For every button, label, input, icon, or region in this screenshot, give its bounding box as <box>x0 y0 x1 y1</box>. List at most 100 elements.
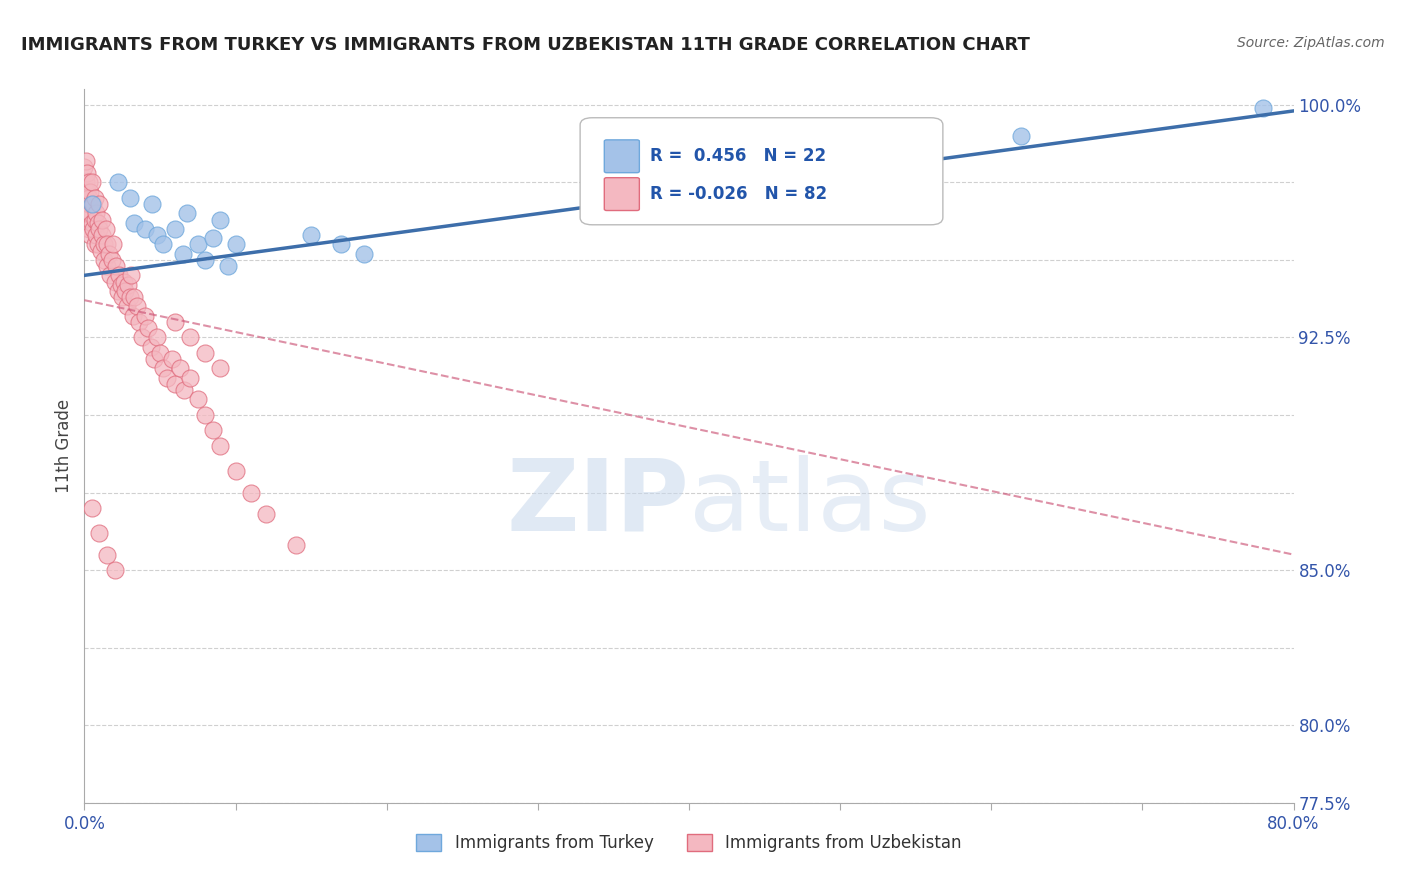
FancyBboxPatch shape <box>605 140 640 173</box>
Point <box>80 197 103 211</box>
Point <box>84 191 107 205</box>
Point <box>120 268 142 283</box>
Point <box>77 222 100 236</box>
Y-axis label: 11th Grade: 11th Grade <box>55 399 73 493</box>
Point <box>165 376 187 391</box>
Point <box>239 485 262 500</box>
Point <box>114 284 136 298</box>
Point <box>121 309 143 323</box>
Point <box>131 330 153 344</box>
Point <box>201 231 224 245</box>
Point <box>104 275 127 289</box>
Point <box>194 252 217 267</box>
Text: Source: ZipAtlas.com: Source: ZipAtlas.com <box>1237 36 1385 50</box>
Point <box>172 246 194 260</box>
Point <box>76 185 98 199</box>
Text: IMMIGRANTS FROM TURKEY VS IMMIGRANTS FROM UZBEKISTAN 11TH GRADE CORRELATION CHAR: IMMIGRANTS FROM TURKEY VS IMMIGRANTS FRO… <box>21 36 1031 54</box>
Point <box>84 237 107 252</box>
Point <box>173 383 195 397</box>
Point <box>160 352 183 367</box>
Point <box>127 299 149 313</box>
Point <box>165 315 187 329</box>
Point <box>80 175 103 189</box>
Point <box>75 153 97 168</box>
Point <box>209 361 232 376</box>
Point <box>80 197 103 211</box>
Point <box>98 268 121 283</box>
Point <box>179 370 201 384</box>
Point <box>97 246 120 260</box>
Point <box>176 206 198 220</box>
Point <box>225 464 247 478</box>
Point <box>149 346 172 360</box>
Point <box>165 222 187 236</box>
Point <box>100 252 122 267</box>
Point <box>82 222 104 236</box>
Point <box>141 197 163 211</box>
Point <box>146 330 169 344</box>
Point <box>82 197 104 211</box>
Point <box>79 185 101 199</box>
Point <box>201 424 224 438</box>
Point <box>76 166 98 180</box>
Point <box>77 191 100 205</box>
Point <box>194 346 217 360</box>
Point <box>87 237 110 252</box>
Point <box>86 206 108 220</box>
Point <box>110 277 132 292</box>
Point <box>152 237 174 252</box>
Point <box>1011 128 1033 143</box>
Point <box>209 212 232 227</box>
FancyBboxPatch shape <box>605 178 640 211</box>
Point <box>107 175 129 189</box>
Point <box>254 508 277 522</box>
Point <box>96 259 118 273</box>
Point <box>139 340 162 354</box>
Point <box>96 237 118 252</box>
Point <box>79 206 101 220</box>
Point <box>187 237 209 252</box>
Point <box>77 175 100 189</box>
Point <box>80 501 103 516</box>
Point <box>134 309 156 323</box>
Point <box>84 212 107 227</box>
Point <box>73 160 96 174</box>
Point <box>94 222 117 236</box>
Point <box>225 237 247 252</box>
Point <box>118 290 141 304</box>
Point <box>75 175 97 189</box>
Point <box>89 525 111 540</box>
Point <box>118 191 141 205</box>
Point <box>187 392 209 407</box>
Point <box>152 361 174 376</box>
Point <box>89 222 111 236</box>
Point <box>209 439 232 453</box>
Point <box>89 197 111 211</box>
Point <box>77 197 100 211</box>
Point <box>91 227 114 242</box>
Point <box>299 227 322 242</box>
Point <box>107 284 129 298</box>
Point <box>87 216 110 230</box>
Point <box>104 563 127 577</box>
Point <box>134 222 156 236</box>
Point <box>105 259 128 273</box>
Point <box>76 206 98 220</box>
Point <box>93 252 115 267</box>
Point <box>122 290 145 304</box>
Point <box>217 259 239 273</box>
Point <box>117 277 139 292</box>
Point <box>91 212 114 227</box>
Point <box>93 237 115 252</box>
Point <box>112 275 135 289</box>
Point <box>111 290 134 304</box>
Point <box>90 244 112 258</box>
Point <box>86 227 108 242</box>
Point <box>330 237 353 252</box>
Point <box>285 538 308 552</box>
Point <box>128 315 150 329</box>
Point <box>122 216 145 230</box>
Text: R =  0.456   N = 22: R = 0.456 N = 22 <box>650 146 827 164</box>
Point <box>146 227 169 242</box>
Text: atlas: atlas <box>689 455 931 551</box>
